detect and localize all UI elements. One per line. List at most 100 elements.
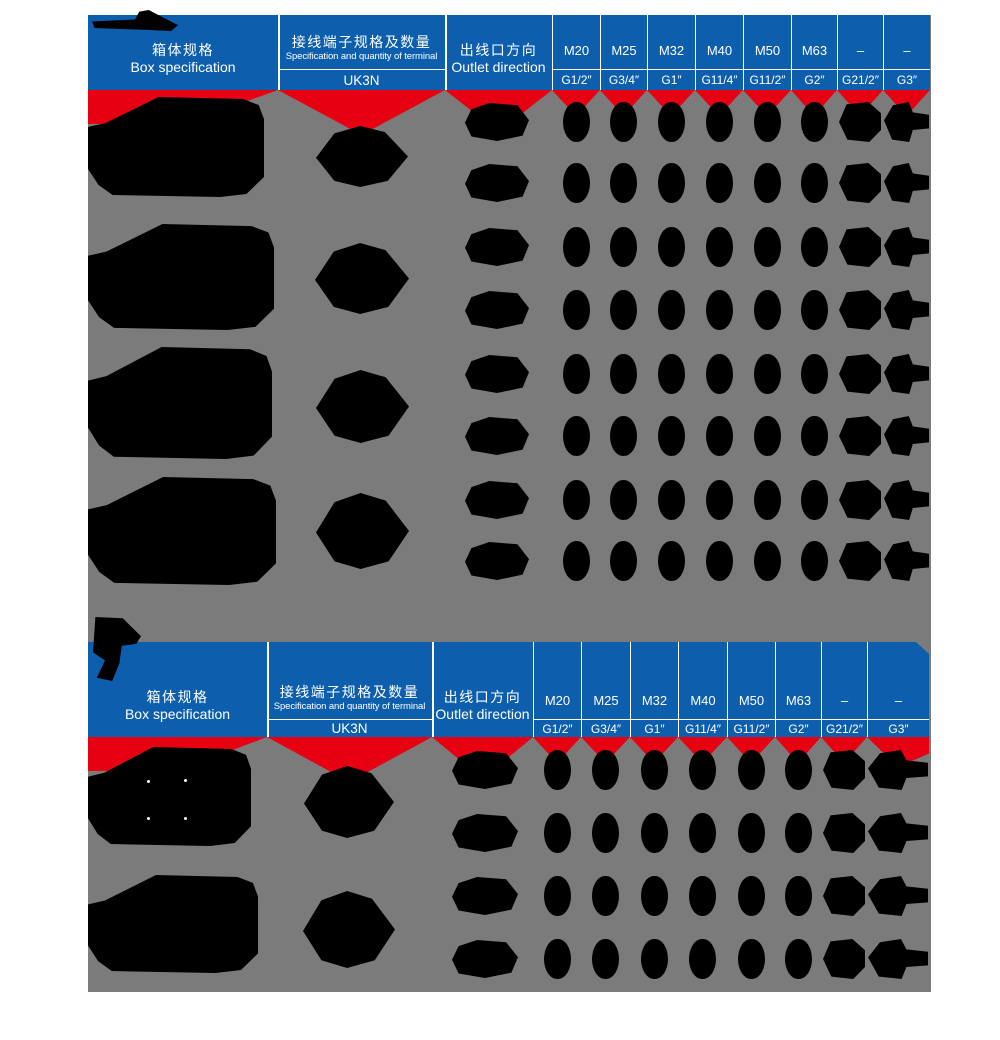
quantity-blob <box>543 939 571 979</box>
g-thread-size-label: G3/4″ <box>601 69 647 90</box>
terminal-header-upper: 接线端子规格及数量 Specification and quantity of … <box>278 15 445 69</box>
quantity-blob <box>657 354 685 394</box>
column-separator <box>278 15 280 90</box>
quantity-blob <box>657 480 685 520</box>
g-thread-size-label: G11/4″ <box>679 719 727 737</box>
column-separator <box>267 642 269 737</box>
quantity-blob <box>705 227 733 267</box>
terminal-label-en: Specification and quantity of terminal <box>285 51 438 62</box>
metric-size-label: – <box>856 43 865 58</box>
quantity-blob <box>784 750 812 790</box>
quantity-blob <box>640 813 668 853</box>
quantity-blob <box>800 354 828 394</box>
quantity-blob <box>737 876 765 916</box>
dot-marker <box>184 779 187 782</box>
metric-size-label: M50 <box>738 693 765 708</box>
g-thread-size-label: G3″ <box>868 719 929 737</box>
outlet-direction-blob <box>465 481 529 519</box>
quantity-blob <box>610 102 637 142</box>
metric-size-label: M25 <box>593 693 619 708</box>
metric-size-label: M20 <box>563 43 590 58</box>
quantity-blob <box>784 876 812 916</box>
outlet-label-en: Outlet direction <box>451 59 546 75</box>
quantity-blob <box>737 750 765 790</box>
quantity-blob <box>592 813 619 853</box>
quantity-blob <box>839 480 881 520</box>
dot-marker <box>184 817 187 820</box>
quantity-blob <box>753 102 781 142</box>
g-thread-size-label: G2″ <box>776 719 821 737</box>
quantity-blob <box>800 290 828 330</box>
quantity-blob <box>753 227 781 267</box>
quantity-blob <box>610 480 637 520</box>
outlet-label-cn: 出线口方向 <box>459 42 538 58</box>
quantity-blob <box>610 290 637 330</box>
quantity-blob <box>753 416 781 456</box>
metric-size-label: M40 <box>690 693 716 708</box>
size-column-4: M40 G11/4″ <box>695 15 743 90</box>
quantity-blob <box>705 354 733 394</box>
quantity-blob <box>705 480 733 520</box>
quantity-blob <box>689 813 716 853</box>
quantity-blob <box>657 541 685 581</box>
quantity-blob <box>784 939 812 979</box>
outlet-direction-blob <box>465 417 529 455</box>
quantity-blob <box>823 876 865 916</box>
outlet-label-cn: 出线口方向 <box>443 689 522 705</box>
metric-size-label: M40 <box>706 43 733 58</box>
g-thread-size-label: G1/2″ <box>534 719 581 737</box>
quantity-blob <box>689 876 716 916</box>
metric-size-label: – <box>894 693 903 708</box>
outlet-direction-blob <box>465 228 529 266</box>
size-column-2: M25 G3/4″ <box>581 642 630 737</box>
size-column-8: – G3″ <box>867 642 929 737</box>
g-thread-size-label: G11/4″ <box>696 69 743 90</box>
metric-size-label: M32 <box>641 693 668 708</box>
size-column-5: M50 G11/2″ <box>743 15 791 90</box>
quantity-blob <box>562 290 590 330</box>
quantity-blob <box>657 102 685 142</box>
metric-size-label: M63 <box>785 693 812 708</box>
quantity-blob <box>737 939 765 979</box>
quantity-blob <box>753 354 781 394</box>
box-spec-label-cn: 箱体规格 <box>146 689 209 705</box>
g-thread-size-label: G2″ <box>792 69 837 90</box>
g-thread-size-label: G21/2″ <box>822 719 867 737</box>
quantity-blob <box>610 354 637 394</box>
quantity-blob <box>657 227 685 267</box>
quantity-blob <box>839 290 881 330</box>
quantity-blob <box>800 416 828 456</box>
size-column-1: M20 G1/2″ <box>552 15 600 90</box>
g-thread-size-label: G1″ <box>648 69 695 90</box>
quantity-blob <box>705 163 733 203</box>
size-column-6: M63 G2″ <box>791 15 837 90</box>
outlet-direction-blob <box>452 940 518 978</box>
quantity-blob <box>800 102 828 142</box>
outlet-direction-blob <box>465 355 529 393</box>
terminal-label-cn: 接线端子规格及数量 <box>291 34 432 50</box>
quantity-blob <box>657 163 685 203</box>
quantity-blob <box>823 750 865 790</box>
g-thread-size-label: G21/2″ <box>838 69 883 90</box>
quantity-blob <box>705 290 733 330</box>
g-thread-size-label: G1/2″ <box>553 69 600 90</box>
quantity-blob <box>839 102 881 142</box>
quantity-blob <box>562 416 590 456</box>
g-thread-size-label: G3″ <box>884 69 930 90</box>
quantity-blob <box>543 813 571 853</box>
outlet-direction-blob <box>465 103 529 141</box>
size-column-3: M32 G1″ <box>630 642 678 737</box>
quantity-blob <box>705 416 733 456</box>
quantity-blob <box>610 227 637 267</box>
quantity-blob <box>640 750 668 790</box>
size-column-6: M63 G2″ <box>775 642 821 737</box>
size-column-1: M20 G1/2″ <box>533 642 581 737</box>
g-thread-size-label: G11/2″ <box>728 719 775 737</box>
column-separator <box>432 642 434 737</box>
quantity-blob <box>657 416 685 456</box>
metric-size-label: M32 <box>658 43 685 58</box>
quantity-blob <box>562 541 590 581</box>
quantity-blob <box>800 163 828 203</box>
terminal-type-label: UK3N <box>267 719 432 737</box>
quantity-blob <box>737 813 765 853</box>
